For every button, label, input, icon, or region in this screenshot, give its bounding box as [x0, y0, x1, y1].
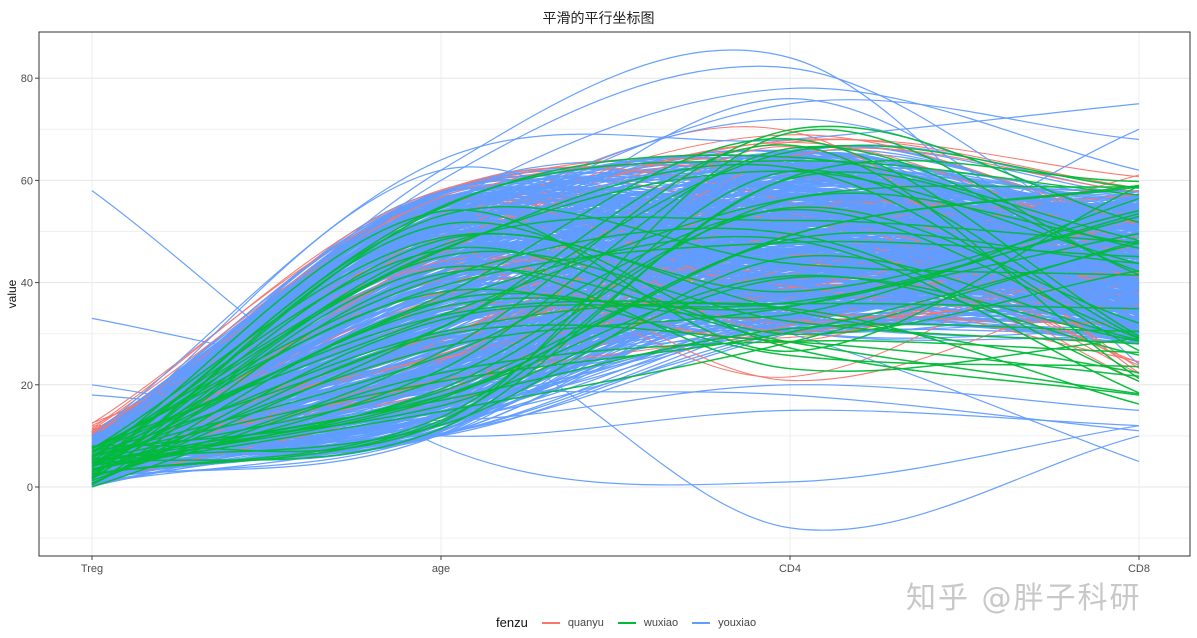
- x-axis: Treg age CD4 CD8: [81, 556, 1150, 575]
- svg-text:CD8: CD8: [1128, 563, 1150, 575]
- watermark: 知乎 @胖子科研: [906, 581, 1142, 616]
- legend-key-quanyu: [541, 621, 560, 624]
- legend-label-quanyu: quanyu: [567, 616, 604, 629]
- svg-text:0: 0: [27, 482, 33, 494]
- legend-label-wuxiao: wuxiao: [643, 616, 679, 629]
- legend-key-wuxiao: [617, 621, 636, 624]
- panel-border: [38, 31, 1191, 557]
- svg-text:Treg: Treg: [81, 563, 103, 575]
- svg-text:60: 60: [21, 175, 33, 187]
- svg-text:CD4: CD4: [779, 563, 801, 575]
- y-axis: 0 20 40 60 80: [21, 73, 39, 494]
- svg-text:80: 80: [21, 73, 33, 85]
- svg-text:40: 40: [21, 278, 33, 290]
- legend-title: fenzu: [496, 615, 528, 630]
- y-axis-title: value: [5, 279, 19, 308]
- chart-title: 平滑的平行坐标图: [542, 11, 655, 27]
- legend-label-youxiao: youxiao: [718, 616, 757, 629]
- legend-key-youxiao: [692, 621, 711, 624]
- legend: fenzu quanyu wuxiao youxiao: [496, 615, 766, 630]
- data-lines: [91, 49, 1140, 531]
- svg-text:20: 20: [21, 380, 33, 392]
- svg-text:age: age: [432, 563, 450, 575]
